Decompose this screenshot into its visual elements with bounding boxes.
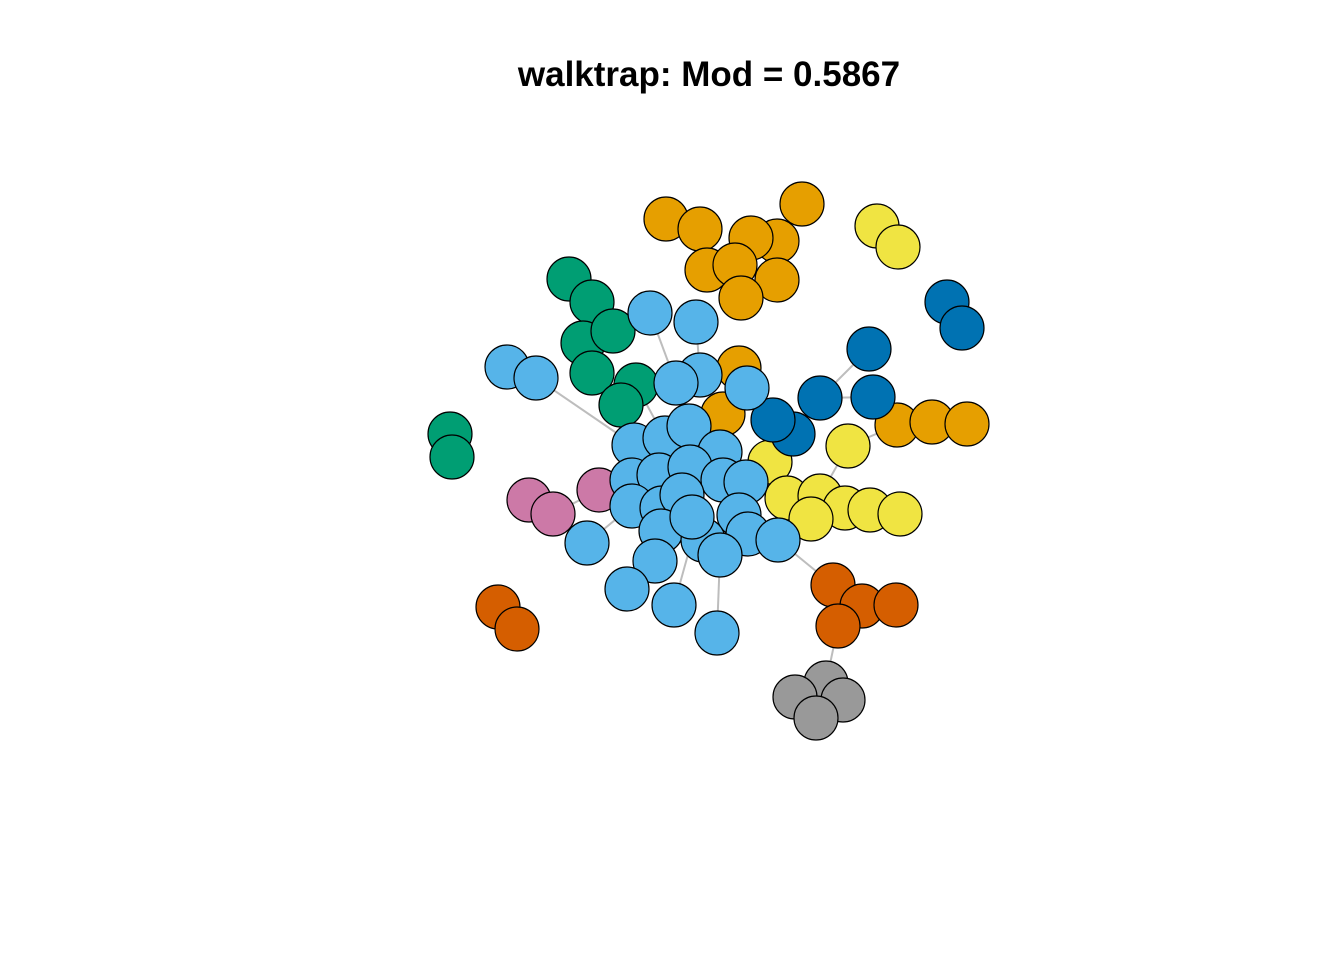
graph-node-dark-blue bbox=[797, 375, 843, 421]
graph-node-orange bbox=[677, 206, 723, 252]
graph-node-light-blue bbox=[755, 517, 801, 563]
graph-node-orange bbox=[944, 401, 990, 447]
graph-node-green bbox=[598, 382, 644, 428]
plot-title: walktrap: Mod = 0.5867 bbox=[517, 55, 901, 94]
graph-node-yellow bbox=[788, 496, 834, 542]
graph-node-light-blue bbox=[694, 610, 740, 656]
graph-node-green bbox=[590, 308, 636, 354]
graph-node-vermillion bbox=[494, 606, 540, 652]
graph-node-yellow bbox=[877, 491, 923, 537]
graph-node-orange bbox=[779, 181, 825, 227]
graph-node-light-blue bbox=[697, 532, 743, 578]
graph-node-vermillion bbox=[815, 603, 861, 649]
graph-node-light-blue bbox=[632, 538, 678, 584]
graph-node-pink bbox=[530, 491, 576, 537]
node-layer bbox=[427, 181, 990, 741]
graph-node-light-blue bbox=[604, 566, 650, 612]
graph-node-dark-blue bbox=[939, 305, 985, 351]
graph-node-yellow bbox=[825, 423, 871, 469]
graph-node-orange bbox=[754, 257, 800, 303]
graph-node-yellow bbox=[875, 224, 921, 270]
graph-node-green bbox=[429, 434, 475, 480]
graph-node-vermillion bbox=[873, 582, 919, 628]
graph-node-green bbox=[569, 350, 615, 396]
graph-node-gray bbox=[793, 695, 839, 741]
graph-node-dark-blue bbox=[750, 397, 796, 443]
graph-node-orange bbox=[718, 275, 764, 321]
graph-node-light-blue bbox=[627, 290, 673, 336]
graph-node-light-blue bbox=[724, 365, 770, 411]
graph-node-light-blue bbox=[564, 520, 610, 566]
graph-node-light-blue bbox=[669, 494, 715, 540]
graph-node-light-blue bbox=[673, 299, 719, 345]
graph-node-light-blue bbox=[651, 582, 697, 628]
graph-node-dark-blue bbox=[846, 326, 892, 372]
graph-node-light-blue bbox=[513, 355, 559, 401]
graph-node-light-blue bbox=[653, 360, 699, 406]
graph-node-dark-blue bbox=[850, 374, 896, 420]
